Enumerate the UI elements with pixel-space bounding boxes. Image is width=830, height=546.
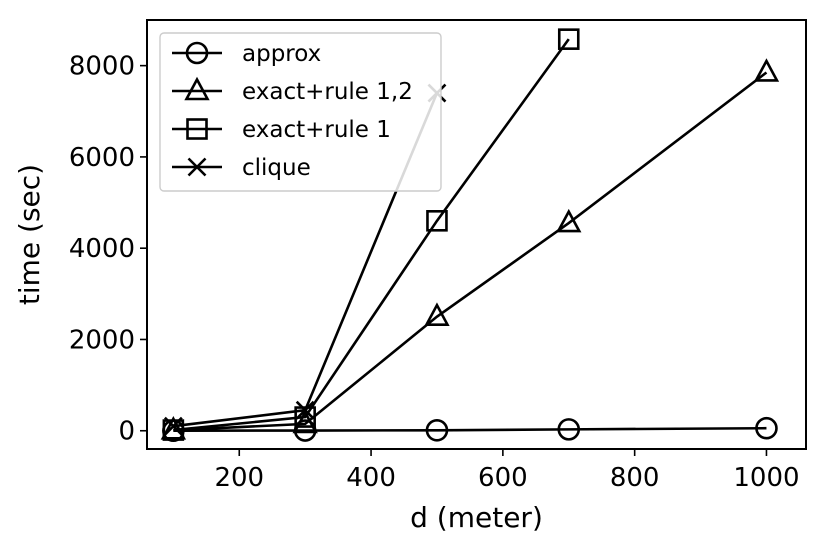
- marker-triangle: [556, 208, 582, 233]
- marker-circle: [557, 418, 581, 441]
- x-axis: 200 400 600 800 1000: [214, 449, 800, 493]
- y-tick-label: 8000: [69, 52, 135, 82]
- marker-triangle: [184, 76, 210, 101]
- legend-box: [159, 32, 442, 192]
- marker-circle: [425, 418, 449, 442]
- marker-x-stroke: [163, 416, 183, 436]
- marker-circle: [755, 416, 778, 440]
- x-tick-label: 600: [478, 463, 528, 493]
- series-1: [160, 58, 780, 440]
- x-tick-label: 400: [346, 463, 396, 493]
- series-line: [173, 426, 767, 433]
- legend-label: approx: [242, 41, 321, 67]
- legend-item: approx: [172, 41, 321, 67]
- series-line: [173, 71, 768, 432]
- marker-square: [186, 118, 208, 140]
- marker-square: [557, 28, 580, 50]
- legend: approx exact+rule 1,2 exact+rule 1 clique: [159, 32, 442, 192]
- series-line: [173, 38, 570, 432]
- marker-square: [426, 210, 448, 232]
- marker-triangle: [753, 58, 780, 82]
- marker-x: [295, 400, 315, 420]
- marker-circle: [185, 41, 209, 65]
- y-axis: 0 2000 4000 6000 8000: [69, 52, 147, 447]
- plot-area: [160, 28, 780, 443]
- x-tick-label: 200: [214, 463, 264, 493]
- marker-triangle: [292, 409, 318, 434]
- x-axis-title: d (meter): [410, 501, 543, 534]
- legend-label: exact+rule 1: [242, 117, 391, 143]
- y-axis-title: time (sec): [13, 164, 46, 305]
- x-tick-label: 800: [610, 463, 660, 493]
- legend-label: clique: [242, 155, 311, 181]
- legend-item: exact+rule 1,2: [172, 76, 413, 105]
- x-tick-label: 1000: [733, 463, 799, 493]
- marker-triangle: [424, 302, 450, 326]
- y-tick-label: 6000: [69, 143, 135, 173]
- marker-x: [163, 416, 183, 436]
- y-tick-label: 4000: [69, 234, 135, 264]
- axes-frame: [146, 19, 807, 450]
- marker-x: [187, 157, 207, 177]
- marker-x-stroke: [295, 400, 315, 420]
- legend-label: exact+rule 1,2: [242, 79, 413, 105]
- y-tick-label: 0: [118, 417, 135, 447]
- marker-square: [162, 419, 185, 441]
- marker-x-stroke: [187, 157, 207, 177]
- series-2: [162, 28, 580, 441]
- y-tick-label: 2000: [69, 325, 135, 355]
- legend-item: clique: [172, 155, 311, 181]
- legend-item: exact+rule 1: [172, 117, 391, 143]
